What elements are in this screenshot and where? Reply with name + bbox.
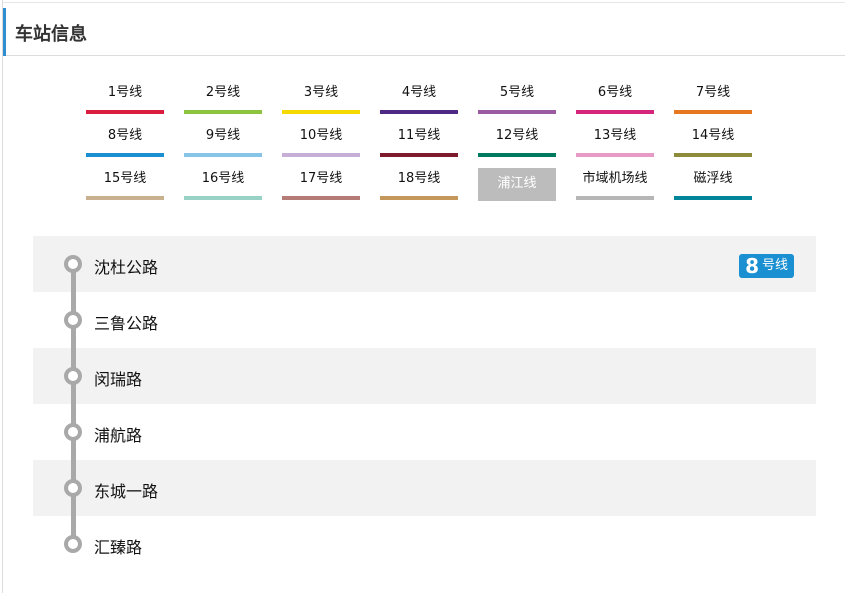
line-button[interactable]: 7号线 [674, 82, 752, 114]
page-title: 车站信息 [15, 24, 87, 45]
line-label: 4号线 [401, 85, 437, 100]
line-color-bar [282, 110, 360, 114]
station-name[interactable]: 浦航路 [94, 426, 143, 445]
line-color-bar [674, 153, 752, 157]
line-color-bar [674, 196, 752, 200]
line-color-bar [478, 110, 556, 114]
line-label: 市域机场线 [582, 171, 648, 186]
line-button[interactable]: 11号线 [380, 125, 458, 157]
line-button[interactable]: 2号线 [184, 82, 262, 114]
line-color-bar [184, 196, 262, 200]
station-name[interactable]: 沈杜公路 [94, 258, 159, 277]
line-color-bar [184, 110, 262, 114]
line-color-bar [380, 196, 458, 200]
line-label: 7号线 [695, 85, 731, 100]
line-label: 15号线 [103, 171, 147, 186]
line-button[interactable]: 6号线 [576, 82, 654, 114]
line-button[interactable]: 15号线 [86, 168, 164, 200]
station-row[interactable]: 汇臻路 [33, 516, 816, 572]
line-color-bar [576, 153, 654, 157]
line-label: 13号线 [593, 128, 637, 143]
line-label: 5号线 [499, 85, 535, 100]
station-name[interactable]: 三鲁公路 [94, 314, 159, 333]
line-label: 6号线 [597, 85, 633, 100]
line-color-bar [86, 110, 164, 114]
station-name[interactable]: 汇臻路 [94, 538, 143, 557]
line-color-bar [380, 110, 458, 114]
line-button[interactable]: 1号线 [86, 82, 164, 114]
line-label: 2号线 [205, 85, 241, 100]
line-color-bar [282, 196, 360, 200]
line-button[interactable]: 浦江线 [478, 168, 556, 201]
line-button[interactable]: 17号线 [282, 168, 360, 200]
transfer-line-suffix: 号线 [761, 258, 788, 273]
station-name[interactable]: 闵瑞路 [94, 370, 143, 389]
line-color-bar [184, 153, 262, 157]
station-dot-icon [64, 255, 82, 273]
top-divider [3, 2, 845, 3]
line-color-bar [380, 153, 458, 157]
line-color-bar [86, 153, 164, 157]
station-row[interactable]: 东城一路 [33, 460, 816, 516]
transfer-line-badge[interactable]: 8 号线 [739, 254, 794, 278]
station-row[interactable]: 三鲁公路 [33, 292, 816, 348]
station-dot-icon [64, 367, 82, 385]
header-accent-bar [3, 8, 6, 56]
line-label: 16号线 [201, 171, 245, 186]
line-label: 9号线 [205, 128, 241, 143]
line-button[interactable]: 3号线 [282, 82, 360, 114]
station-dot-icon [64, 535, 82, 553]
line-button[interactable]: 12号线 [478, 125, 556, 157]
station-dot-icon [64, 479, 82, 497]
line-track [71, 266, 76, 546]
line-color-bar [576, 110, 654, 114]
line-button[interactable]: 8号线 [86, 125, 164, 157]
transfer-line-number: 8 [745, 254, 759, 278]
line-color-bar [282, 153, 360, 157]
line-button[interactable]: 4号线 [380, 82, 458, 114]
station-dot-icon [64, 423, 82, 441]
line-label: 12号线 [495, 128, 539, 143]
line-label: 18号线 [397, 171, 441, 186]
line-color-bar [674, 110, 752, 114]
line-label: 8号线 [107, 128, 143, 143]
line-button[interactable]: 市域机场线 [576, 168, 654, 200]
line-button[interactable]: 18号线 [380, 168, 458, 200]
line-label: 14号线 [691, 128, 735, 143]
line-button[interactable]: 16号线 [184, 168, 262, 200]
station-dot-icon [64, 311, 82, 329]
station-row[interactable]: 浦航路 [33, 404, 816, 460]
line-label: 浦江线 [497, 176, 537, 191]
station-list: 沈杜公路 8 号线三鲁公路闵瑞路浦航路东城一路汇臻路 [33, 236, 816, 572]
line-button[interactable]: 5号线 [478, 82, 556, 114]
line-label: 磁浮线 [693, 171, 733, 186]
line-button[interactable]: 9号线 [184, 125, 262, 157]
line-label: 11号线 [397, 128, 441, 143]
line-color-bar [576, 196, 654, 200]
section-header: 车站信息 [3, 8, 845, 56]
line-label: 17号线 [299, 171, 343, 186]
line-button[interactable]: 13号线 [576, 125, 654, 157]
station-row[interactable]: 闵瑞路 [33, 348, 816, 404]
line-button[interactable]: 磁浮线 [674, 168, 752, 200]
line-label: 1号线 [107, 85, 143, 100]
line-label: 10号线 [299, 128, 343, 143]
station-name[interactable]: 东城一路 [94, 482, 159, 501]
line-button[interactable]: 14号线 [674, 125, 752, 157]
line-color-bar [478, 153, 556, 157]
line-label: 3号线 [303, 85, 339, 100]
station-row[interactable]: 沈杜公路 8 号线 [33, 236, 816, 292]
line-button[interactable]: 10号线 [282, 125, 360, 157]
line-color-bar [86, 196, 164, 200]
